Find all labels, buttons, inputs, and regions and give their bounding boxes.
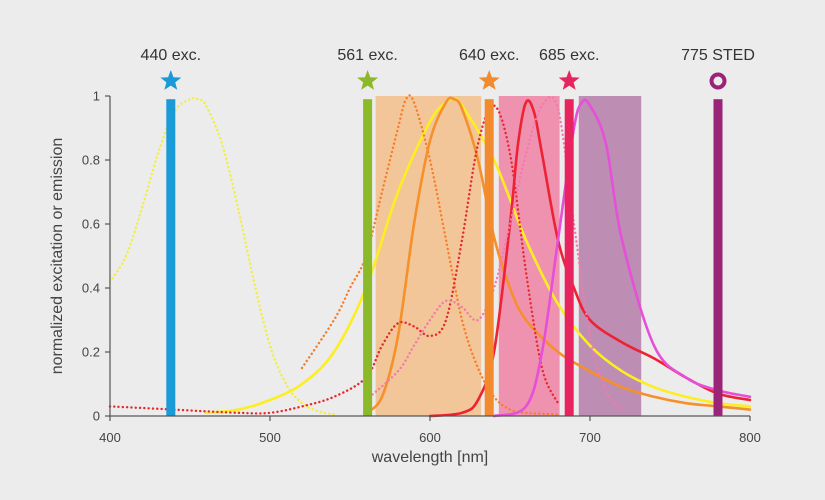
emission-curve-8 — [492, 98, 752, 418]
y-tick-label: 0.2 — [82, 345, 100, 360]
y-tick-label: 0 — [93, 409, 100, 424]
laser-label-4: 685 exc. — [539, 47, 599, 64]
laser-line-5 — [713, 99, 723, 416]
laser-line-4 — [564, 99, 574, 416]
excitation-curve-5 — [108, 104, 560, 415]
laser-lines: 440 exc. 561 exc. 640 exc. 685 exc. 775 STED — [141, 47, 755, 416]
x-axis-label: wavelength [nm] — [371, 449, 489, 466]
detection-bands — [375, 96, 642, 416]
laser-line-1 — [166, 99, 176, 416]
laser-label-3: 640 exc. — [459, 47, 519, 64]
y-axis-label: normalized excitation or emission — [49, 138, 66, 375]
y-tick-label: 0.6 — [82, 217, 100, 232]
star-icon — [160, 70, 182, 90]
x-tick-label: 800 — [739, 430, 761, 445]
detection-band-3 — [578, 96, 642, 416]
y-tick-label: 0.8 — [82, 153, 100, 168]
ticks: 400 500 600 700 800 0 0.2 0.4 0.6 0.8 1 — [82, 89, 761, 446]
laser-line-2 — [363, 99, 373, 416]
ring-icon — [709, 72, 727, 90]
excitation-curve-1 — [108, 96, 336, 416]
x-tick-label: 600 — [419, 430, 441, 445]
laser-label-2: 561 exc. — [337, 47, 397, 64]
y-tick-label: 0.4 — [82, 281, 100, 296]
laser-line-3 — [484, 99, 494, 416]
y-tick-label: 1 — [93, 89, 100, 104]
star-icon — [558, 70, 580, 90]
excitation-curve-7 — [364, 95, 624, 411]
x-tick-label: 700 — [579, 430, 601, 445]
x-tick-label: 500 — [259, 430, 281, 445]
laser-label-1: 440 exc. — [141, 47, 201, 64]
star-icon — [478, 70, 500, 90]
laser-label-5: 775 STED — [681, 47, 755, 64]
star-icon — [357, 70, 379, 90]
x-tick-label: 400 — [99, 430, 121, 445]
excitation-curve-3 — [300, 94, 560, 416]
